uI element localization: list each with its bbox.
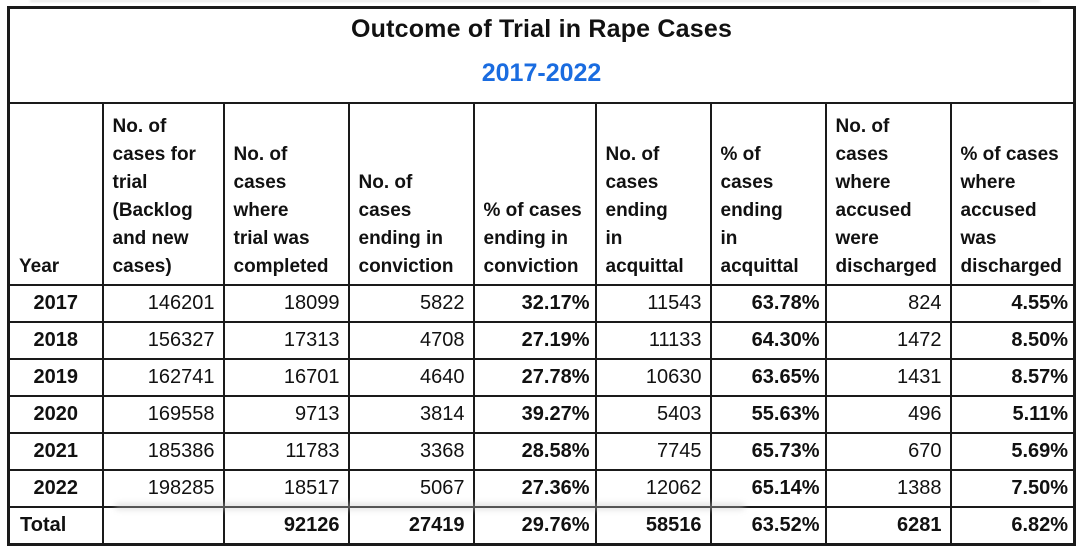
trials-completed-cell: 92126 xyxy=(222,506,350,546)
convictions-cell: 4640 xyxy=(347,358,475,397)
trials-completed-cell: 9713 xyxy=(222,395,350,434)
title-row: Outcome of Trial in Rape Cases 2017-2022 xyxy=(7,6,1076,104)
discharged-cell: 670 xyxy=(824,432,952,471)
acquittal-rate-cell: 64.30% xyxy=(709,321,827,360)
table-row: 2022 198285 18517 5067 27.36% 12062 65.1… xyxy=(7,469,1076,508)
discharge-rate-cell: 8.57% xyxy=(949,358,1076,397)
page: Outcome of Trial in Rape Cases 2017-2022… xyxy=(7,0,1077,546)
cases-for-trial-cell: 162741 xyxy=(101,358,225,397)
cases-for-trial-cell: 156327 xyxy=(101,321,225,360)
table-row: 2017 146201 18099 5822 32.17% 11543 63.7… xyxy=(7,284,1076,323)
convictions-cell: 5067 xyxy=(347,469,475,508)
table-row: 2018 156327 17313 4708 27.19% 11133 64.3… xyxy=(7,321,1076,360)
acquittal-rate-cell: 65.73% xyxy=(709,432,827,471)
total-row: Total 92126 27419 29.76% 58516 63.52% 62… xyxy=(7,506,1076,546)
acquittal-rate-cell: 63.78% xyxy=(709,284,827,323)
discharged-cell: 1472 xyxy=(824,321,952,360)
col-header-acquittals: No. of cases ending in acquittal xyxy=(594,102,712,286)
year-cell: 2018 xyxy=(7,321,104,360)
acquittal-rate-cell: 63.65% xyxy=(709,358,827,397)
discharge-rate-cell: 8.50% xyxy=(949,321,1076,360)
col-header-discharge-rate: % of cases where accused was discharged xyxy=(949,102,1076,286)
discharged-cell: 824 xyxy=(824,284,952,323)
table-row: 2021 185386 11783 3368 28.58% 7745 65.73… xyxy=(7,432,1076,471)
convictions-cell: 5822 xyxy=(347,284,475,323)
trials-completed-cell: 18099 xyxy=(222,284,350,323)
crop-artifact-bottom xyxy=(115,503,745,510)
acquittal-rate-cell: 55.63% xyxy=(709,395,827,434)
cases-for-trial-cell: 146201 xyxy=(101,284,225,323)
discharge-rate-cell: 5.69% xyxy=(949,432,1076,471)
discharge-rate-cell: 5.11% xyxy=(949,395,1076,434)
discharged-cell: 496 xyxy=(824,395,952,434)
header-row: Year No. of cases for trial (Backlog and… xyxy=(7,102,1076,286)
col-header-acquittal-rate: % of cases ending in acquittal xyxy=(709,102,827,286)
acquittal-rate-cell: 63.52% xyxy=(709,506,827,546)
discharged-cell: 1388 xyxy=(824,469,952,508)
acquittals-cell: 11543 xyxy=(594,284,712,323)
discharge-rate-cell: 6.82% xyxy=(949,506,1076,546)
convictions-cell: 4708 xyxy=(347,321,475,360)
cases-for-trial-cell: 169558 xyxy=(101,395,225,434)
total-label-cell: Total xyxy=(7,506,104,546)
trials-completed-cell: 11783 xyxy=(222,432,350,471)
acquittals-cell: 58516 xyxy=(594,506,712,546)
col-header-discharged: No. of cases where accused were discharg… xyxy=(824,102,952,286)
year-cell: 2021 xyxy=(7,432,104,471)
convictions-cell: 3814 xyxy=(347,395,475,434)
col-header-convictions: No. of cases ending in conviction xyxy=(347,102,475,286)
discharged-cell: 1431 xyxy=(824,358,952,397)
year-cell: 2022 xyxy=(7,469,104,508)
conviction-rate-cell: 39.27% xyxy=(472,395,597,434)
col-header-trials-completed: No. of cases where trial was completed xyxy=(222,102,350,286)
acquittals-cell: 11133 xyxy=(594,321,712,360)
conviction-rate-cell: 28.58% xyxy=(472,432,597,471)
year-cell: 2017 xyxy=(7,284,104,323)
conviction-rate-cell: 27.36% xyxy=(472,469,597,508)
trials-completed-cell: 16701 xyxy=(222,358,350,397)
acquittals-cell: 5403 xyxy=(594,395,712,434)
cases-for-trial-cell: 198285 xyxy=(101,469,225,508)
year-cell: 2019 xyxy=(7,358,104,397)
col-header-cases-for-trial: No. of cases for trial (Backlog and new … xyxy=(101,102,225,286)
outcome-of-trial-table: Outcome of Trial in Rape Cases 2017-2022… xyxy=(7,6,1077,546)
cases-for-trial-cell: 185386 xyxy=(101,432,225,471)
acquittal-rate-cell: 65.14% xyxy=(709,469,827,508)
table-row: 2020 169558 9713 3814 39.27% 5403 55.63%… xyxy=(7,395,1076,434)
col-header-year: Year xyxy=(7,102,104,286)
table-title: Outcome of Trial in Rape Cases xyxy=(350,15,733,43)
title-cell: Outcome of Trial in Rape Cases 2017-2022 xyxy=(7,6,1076,104)
convictions-cell: 3368 xyxy=(347,432,475,471)
year-cell: 2020 xyxy=(7,395,104,434)
conviction-rate-cell: 27.19% xyxy=(472,321,597,360)
conviction-rate-cell: 32.17% xyxy=(472,284,597,323)
trials-completed-cell: 17313 xyxy=(222,321,350,360)
table-subtitle: 2017-2022 xyxy=(481,59,602,87)
trials-completed-cell: 18517 xyxy=(222,469,350,508)
crop-artifact-top xyxy=(30,0,1040,2)
discharge-rate-cell: 4.55% xyxy=(949,284,1076,323)
acquittals-cell: 12062 xyxy=(594,469,712,508)
conviction-rate-cell: 29.76% xyxy=(472,506,597,546)
cases-for-trial-cell xyxy=(101,506,225,546)
col-header-conviction-rate: % of cases ending in conviction xyxy=(472,102,597,286)
acquittals-cell: 10630 xyxy=(594,358,712,397)
discharged-cell: 6281 xyxy=(824,506,952,546)
table-row: 2019 162741 16701 4640 27.78% 10630 63.6… xyxy=(7,358,1076,397)
convictions-cell: 27419 xyxy=(347,506,475,546)
acquittals-cell: 7745 xyxy=(594,432,712,471)
discharge-rate-cell: 7.50% xyxy=(949,469,1076,508)
conviction-rate-cell: 27.78% xyxy=(472,358,597,397)
